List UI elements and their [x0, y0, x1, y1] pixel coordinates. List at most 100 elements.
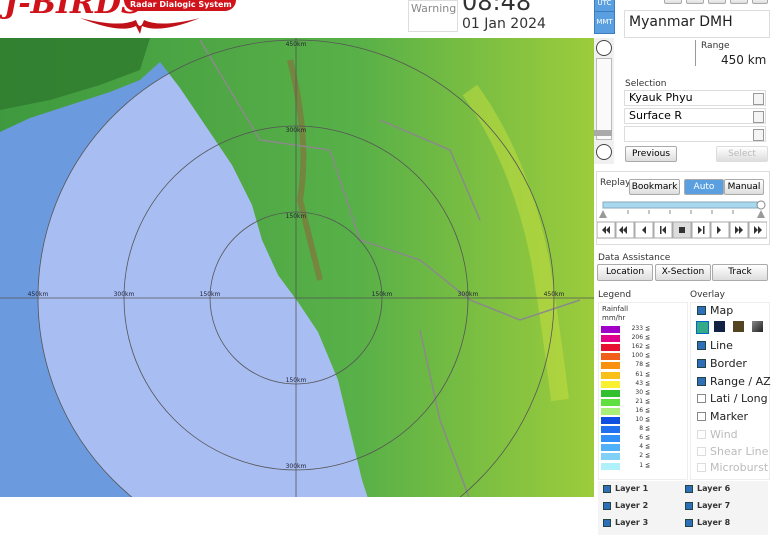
station: Myanmar DMH [629, 14, 733, 30]
overlay-label: Overlay [690, 290, 725, 300]
overlay-label: Line [710, 339, 733, 352]
time: 08:48 [462, 0, 532, 16]
layer-checkbox[interactable] [685, 485, 693, 493]
range-rings [0, 38, 594, 497]
replay-controls[interactable] [597, 198, 767, 242]
overlay-label: Shear Line [710, 445, 769, 458]
selection-label: Selection [625, 79, 667, 89]
legend-level: 30 ≦ [635, 388, 650, 396]
zoom-thumb[interactable] [594, 130, 612, 136]
select-product[interactable]: Surface R [624, 108, 766, 124]
overlay-checkbox[interactable] [697, 394, 706, 403]
layer-checkbox[interactable] [603, 519, 611, 527]
highland [462, 84, 569, 402]
legend-level: 21 ≦ [635, 397, 650, 405]
track-button[interactable]: Track [712, 264, 768, 281]
legend-level: 16 ≦ [635, 406, 650, 414]
overlay-checkbox[interactable] [697, 447, 706, 456]
legend-label: Legend [598, 290, 632, 300]
select-extra[interactable] [624, 126, 766, 142]
legend-level: 10 ≦ [635, 416, 650, 423]
date: 01 Jan 2024 [462, 16, 546, 32]
legend-swatch [601, 389, 620, 397]
overlay-checkbox[interactable] [697, 341, 706, 350]
ring-label: 150km [372, 291, 393, 298]
layer-label: Layer 8 [697, 518, 731, 527]
layer-checkbox[interactable] [603, 502, 611, 510]
overlay-checkbox[interactable] [697, 377, 706, 386]
zoom-in[interactable] [596, 40, 612, 56]
legend-level: 2 ≦ [639, 452, 650, 460]
bookmark-button[interactable]: Bookmark [629, 179, 680, 195]
legend-box [598, 302, 688, 480]
legend-title: Rainfall [602, 305, 629, 313]
overlay-checkbox[interactable] [697, 463, 706, 472]
ring-label: 300km [458, 291, 479, 298]
mmt-button[interactable]: MMT [594, 11, 615, 34]
legend-swatch [601, 326, 620, 333]
overlay-checkbox[interactable] [697, 412, 706, 421]
divider [695, 40, 696, 66]
layer-label: Layer 6 [697, 484, 731, 493]
warning-box[interactable] [408, 0, 458, 32]
ring-label: 450km [286, 41, 307, 48]
range-value: 450 km [721, 53, 767, 67]
overlay-checkbox[interactable] [697, 430, 706, 439]
legend-swatch [601, 417, 620, 424]
legend-level: 4 ≦ [639, 443, 650, 451]
overlay-label: Wind [710, 428, 738, 441]
range-label: Range [701, 41, 730, 51]
overlay-label: Range / AZ [710, 375, 771, 388]
legend-swatch [601, 371, 620, 379]
legend-level: 78 ≦ [635, 361, 650, 369]
manual-button[interactable]: Manual [724, 179, 764, 195]
overlay-label: Border [710, 357, 747, 370]
legend-level: 1 ≦ [639, 461, 650, 469]
ring-label: 450km [28, 291, 49, 298]
ring-label: 450km [544, 291, 565, 298]
legend-swatch [601, 407, 620, 415]
layer-label: Layer 3 [615, 518, 649, 527]
legend-level: 206 ≦ [631, 334, 650, 342]
overlay-box [690, 302, 770, 480]
land-north [0, 38, 150, 110]
layer-checkbox[interactable] [685, 519, 693, 527]
overlay-label: Microburst [710, 461, 769, 474]
layer-label: Layer 1 [615, 484, 649, 493]
legend-level: 8 ≦ [639, 425, 650, 433]
legend-level: 6 ≦ [639, 434, 650, 442]
location-button[interactable]: Location [597, 264, 653, 281]
overlay-label: Marker [710, 410, 749, 423]
select-button[interactable]: Select [716, 146, 768, 162]
radar-map[interactable]: 150km 150km 150km 150km 300km 300km 300km 300km… [0, 38, 594, 535]
ridge [287, 59, 323, 281]
legend-swatch [601, 353, 620, 361]
layer-label: Layer 2 [615, 501, 649, 510]
legend-swatch [601, 380, 620, 388]
zoom-control [594, 38, 614, 164]
layer-checkbox[interactable] [685, 502, 693, 510]
tagline: Radar Dialogic System [130, 0, 232, 9]
layer-checkbox[interactable] [603, 485, 611, 493]
auto-button[interactable]: Auto [684, 179, 724, 195]
station-box [624, 10, 770, 38]
select-station[interactable]: Kyauk Phyu [624, 90, 766, 106]
legend-swatch [601, 335, 620, 343]
data-assistance-label: Data Assistance [598, 253, 671, 263]
overlay-checkbox[interactable] [697, 306, 706, 315]
ring-label: 300km [286, 127, 307, 134]
previous-button[interactable]: Previous [625, 146, 677, 162]
overlay-label: Lati / Long [710, 392, 768, 405]
zoom-out[interactable] [596, 144, 612, 160]
logo-bird [80, 18, 200, 34]
legend-swatch [601, 462, 620, 470]
zoom-track[interactable] [596, 58, 612, 140]
legend-swatch [601, 362, 620, 370]
replay-label: Replay [600, 178, 631, 188]
legend-swatch [601, 435, 620, 443]
ring-label: 150km [200, 291, 221, 298]
xsection-button[interactable]: X-Section [655, 264, 711, 281]
toolbar [664, 0, 768, 4]
layer-label: Layer 7 [697, 501, 731, 510]
overlay-checkbox[interactable] [697, 359, 706, 368]
